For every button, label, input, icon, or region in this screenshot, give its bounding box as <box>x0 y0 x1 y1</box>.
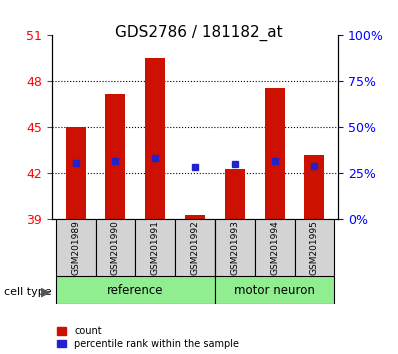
Bar <box>304 155 324 219</box>
FancyBboxPatch shape <box>215 219 255 276</box>
Text: motor neuron: motor neuron <box>234 284 315 297</box>
FancyBboxPatch shape <box>96 219 135 276</box>
Text: cell type: cell type <box>4 287 52 297</box>
Text: GSM201994: GSM201994 <box>270 221 279 275</box>
Bar <box>66 127 86 219</box>
Text: GSM201993: GSM201993 <box>230 220 239 275</box>
Text: GDS2786 / 181182_at: GDS2786 / 181182_at <box>115 25 283 41</box>
FancyBboxPatch shape <box>56 276 215 304</box>
Text: ▶: ▶ <box>41 286 51 298</box>
Text: GSM201991: GSM201991 <box>151 220 160 275</box>
Text: GSM201990: GSM201990 <box>111 220 120 275</box>
Legend: count, percentile rank within the sample: count, percentile rank within the sample <box>57 326 239 349</box>
FancyBboxPatch shape <box>135 219 175 276</box>
FancyBboxPatch shape <box>295 219 334 276</box>
Text: GSM201995: GSM201995 <box>310 220 319 275</box>
FancyBboxPatch shape <box>175 219 215 276</box>
Text: GSM201992: GSM201992 <box>191 221 199 275</box>
FancyBboxPatch shape <box>255 219 295 276</box>
FancyBboxPatch shape <box>56 219 96 276</box>
FancyBboxPatch shape <box>215 276 334 304</box>
Bar <box>225 169 245 219</box>
Bar <box>265 87 285 219</box>
Text: reference: reference <box>107 284 164 297</box>
Bar <box>105 94 125 219</box>
Bar <box>145 58 165 219</box>
Bar <box>185 215 205 219</box>
Text: GSM201989: GSM201989 <box>71 220 80 275</box>
